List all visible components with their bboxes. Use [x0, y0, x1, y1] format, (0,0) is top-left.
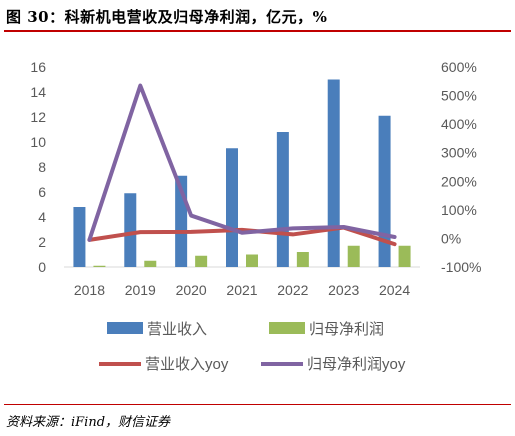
bar-revenue — [73, 207, 86, 267]
bars — [73, 79, 411, 267]
right-axis: -100% 0% 100% 200% 300% 400% 500% 600% — [441, 59, 481, 275]
legend-label: 归母净利润 — [309, 321, 384, 338]
right-tick-label: 200% — [441, 173, 477, 189]
legend-label: 营业收入yoy — [145, 356, 229, 373]
x-tick-label: 2019 — [125, 282, 156, 298]
figure-title: 图 30：科新机电营收及归母净利润，亿元，% — [6, 8, 328, 26]
right-tick-label: 300% — [441, 145, 477, 161]
bar-net-profit — [398, 245, 411, 267]
right-tick-label: 0% — [441, 230, 461, 246]
left-tick-label: 0 — [38, 259, 46, 275]
bar-revenue — [124, 193, 137, 267]
left-tick-label: 16 — [30, 59, 46, 75]
x-tick-label: 2024 — [379, 282, 410, 298]
legend-label: 营业收入 — [147, 321, 207, 338]
bar-net-profit — [246, 254, 258, 267]
lines — [87, 83, 397, 247]
left-axis: 0 2 4 6 8 10 12 14 16 — [30, 59, 46, 275]
bar-revenue — [276, 132, 289, 267]
left-tick-label: 4 — [38, 209, 46, 225]
right-tick-label: 400% — [441, 116, 477, 132]
bar-net-profit — [93, 265, 106, 267]
legend-swatch — [269, 322, 305, 334]
left-tick-label: 8 — [38, 159, 46, 175]
x-tick-label: 2020 — [176, 282, 207, 298]
left-tick-label: 2 — [38, 234, 46, 250]
line-net-profit-yoy — [87, 83, 397, 242]
bar-revenue — [327, 79, 340, 267]
right-tick-label: -100% — [441, 259, 481, 275]
bar-net-profit — [195, 255, 208, 267]
left-tick-label: 6 — [38, 184, 46, 200]
source-note: 资料来源：iFind，财信证券 — [6, 415, 171, 430]
x-tick-label: 2021 — [226, 282, 257, 298]
right-tick-label: 500% — [441, 88, 477, 104]
left-tick-label: 12 — [30, 109, 46, 125]
legend-swatch — [107, 322, 143, 334]
left-tick-label: 14 — [30, 84, 46, 100]
bottom-rule — [4, 404, 511, 405]
right-tick-label: 600% — [441, 59, 477, 75]
bar-net-profit — [144, 260, 157, 267]
x-tick-label: 2022 — [277, 282, 308, 298]
bar-net-profit — [347, 245, 360, 267]
legend-label: 归母净利润yoy — [307, 356, 406, 373]
bar-net-profit — [296, 252, 309, 267]
x-tick-label: 2023 — [328, 282, 359, 298]
bar-revenue — [378, 115, 391, 267]
x-axis: 2018 2019 2020 2021 2022 2023 2024 — [74, 282, 411, 298]
x-tick-label: 2018 — [74, 282, 105, 298]
left-tick-label: 10 — [30, 134, 46, 150]
right-tick-label: 100% — [441, 202, 477, 218]
bar-revenue — [226, 148, 238, 267]
title-rule — [4, 30, 511, 32]
